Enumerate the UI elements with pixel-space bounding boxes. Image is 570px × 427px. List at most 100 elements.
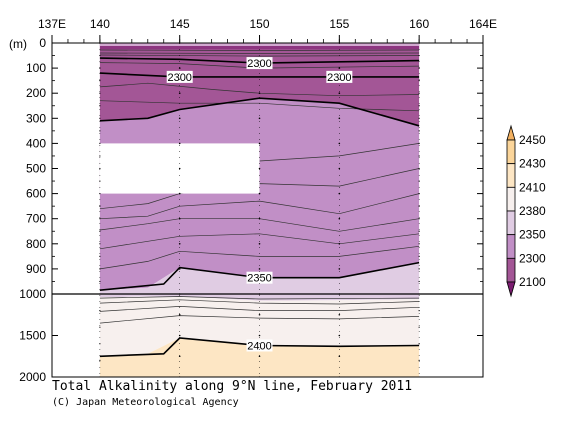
y-tick-label: 400 (26, 136, 46, 150)
thin-contour-5 (99, 82, 420, 97)
contour-label-bg (166, 70, 193, 83)
station-dot (418, 268, 420, 270)
station-dot (418, 255, 420, 257)
y-tick-label: 1000 (19, 287, 46, 301)
y-tick-label: 200 (26, 86, 46, 100)
colorbar-segment (506, 139, 516, 165)
y-tick-label: 1500 (19, 329, 46, 343)
station-dot (418, 80, 420, 82)
station-dot (99, 105, 101, 107)
station-dot (99, 268, 101, 270)
colorbar-segment (506, 234, 516, 259)
colorbar-label: 2450 (519, 133, 546, 147)
y-axis: (m) 0 100 200 300 400 500 600 700 800 900 1000 1500 2… (9, 36, 483, 384)
band-2380-2410 (99, 296, 420, 357)
station-dot (178, 117, 181, 120)
y-tick-label: 500 (26, 162, 46, 176)
y-tick-label: 900 (26, 262, 46, 276)
colorbar-segment (506, 186, 516, 212)
station-dot (418, 359, 420, 361)
y-tick-label: 600 (26, 187, 46, 201)
station-dot (99, 92, 101, 94)
thin-contour-10 (99, 218, 420, 232)
thin-contour-9 (99, 193, 420, 220)
station-dot (258, 334, 261, 337)
contour-label-bg (326, 70, 353, 83)
station-dot (99, 80, 101, 82)
station-dot (418, 218, 420, 220)
station-dot (178, 334, 181, 337)
colorbar-label: 2410 (519, 180, 546, 194)
station-dot (99, 310, 101, 312)
station-dot (99, 326, 101, 328)
station-dot (178, 243, 181, 245)
thin-contour-14 (99, 299, 420, 305)
station-dot (178, 67, 181, 69)
station-dot (338, 67, 341, 69)
station-dot (418, 92, 420, 94)
station-dot (338, 334, 341, 337)
contour-label-bg (246, 339, 273, 352)
thin-contours (99, 49, 420, 324)
station-dot (418, 155, 420, 157)
station-dot (338, 167, 341, 170)
colorbar-label: 2430 (519, 157, 546, 171)
thin-contour-1 (99, 49, 420, 51)
contour-label: 2400 (247, 340, 271, 352)
station-dot (258, 243, 261, 245)
station-dot (418, 142, 420, 144)
station-dot (178, 217, 181, 220)
x-tick-label: 145 (170, 17, 190, 31)
contour-label: 2300 (247, 58, 271, 70)
y-tick-label: 800 (26, 237, 46, 251)
contour-2400-5 (99, 337, 420, 358)
x-tick-label: 150 (250, 17, 270, 31)
station-dot (418, 230, 420, 232)
station-dot (338, 355, 341, 358)
station-dots (99, 43, 420, 377)
station-dot (418, 243, 420, 245)
thin-contour-2 (99, 52, 420, 54)
station-dot (338, 313, 341, 316)
station-dot (99, 167, 101, 170)
station-dot (99, 280, 101, 283)
station-dot (258, 167, 261, 170)
contour-2300-2 (99, 72, 420, 78)
x-tick-label: 140 (90, 17, 110, 31)
x-tick-label: 164E (469, 17, 497, 31)
station-dot (258, 117, 261, 120)
station-dot (99, 117, 101, 119)
contour-2350-4 (99, 261, 420, 291)
station-dot (178, 167, 181, 170)
colorbar-segment (506, 163, 516, 188)
station-dot (258, 268, 261, 270)
station-dot (99, 130, 101, 132)
band-surface-light (99, 43, 420, 47)
station-dot (258, 142, 261, 145)
colorbar-label: 2300 (519, 251, 546, 265)
station-dot (258, 92, 261, 94)
colorbar-label: 2350 (519, 228, 546, 242)
station-dot (178, 142, 181, 145)
contour-label: 2300 (167, 72, 191, 84)
contour-2300-3 (99, 97, 420, 127)
station-dot (99, 359, 101, 361)
colorbar: 2450 2430 2410 2380 2350 2300 2100 (506, 124, 546, 298)
x-tick-label: 160 (409, 17, 429, 31)
station-dot (418, 117, 420, 119)
station-dot (418, 67, 420, 69)
y-tick-label: 100 (26, 61, 46, 75)
x-axis: 137E 140 145 150 155 160 164E (38, 17, 497, 377)
contour-label-bg (246, 57, 273, 70)
station-dot (178, 92, 181, 94)
station-dot (258, 217, 261, 220)
colorbar-bottom-arrow (506, 281, 516, 298)
station-dot (99, 67, 101, 69)
colorbar-segment (506, 257, 516, 283)
colorbar-segment (506, 210, 516, 236)
station-dot (338, 117, 341, 120)
station-dot (99, 155, 101, 157)
station-dot (178, 268, 181, 270)
